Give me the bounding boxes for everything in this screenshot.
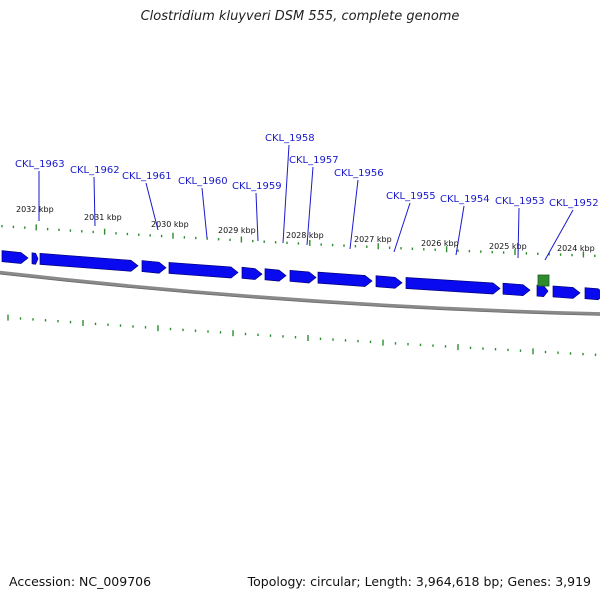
kbp-label: 2027 kbp: [354, 235, 392, 244]
gene-arrow[interactable]: [39, 253, 139, 272]
outer-tick-ring: [1, 224, 596, 258]
gene-arrow[interactable]: [317, 271, 373, 287]
gene-label[interactable]: CKL_1952: [549, 198, 599, 209]
kbp-label-group: 2032 kbp 2031 kbp 2030 kbp 2029 kbp 2028 kbp…: [16, 205, 595, 253]
gene-label[interactable]: CKL_1956: [334, 168, 384, 179]
genome-backbone: [0, 270, 600, 316]
gene-label[interactable]: CKL_1954: [440, 194, 490, 205]
genome-stats-text: Topology: circular; Length: 3,964,618 bp…: [247, 574, 591, 589]
gene-arrow[interactable]: [289, 269, 317, 284]
kbp-label: 2032 kbp: [16, 205, 54, 214]
kbp-label: 2028 kbp: [286, 231, 324, 240]
gene-label[interactable]: CKL_1960: [178, 176, 228, 187]
gene-label[interactable]: CKL_1962: [70, 165, 120, 176]
gene-arrow[interactable]: [264, 268, 287, 282]
genome-title: Clostridium kluyveri DSM 555, complete g…: [140, 9, 460, 24]
gene-arrow[interactable]: [584, 287, 600, 301]
accession-text: Accession: NC_009706: [9, 574, 152, 589]
gene-arrow[interactable]: [405, 277, 501, 295]
gene-leader-line: [517, 207, 520, 259]
kbp-label: 2031 kbp: [84, 213, 122, 222]
gene-leader-line: [201, 187, 208, 239]
gene-label[interactable]: CKL_1959: [232, 181, 282, 192]
kbp-label: 2029 kbp: [218, 226, 256, 235]
kbp-label: 2026 kbp: [421, 239, 459, 248]
gene-arrow[interactable]: [168, 262, 239, 279]
gene-arrow[interactable]: [241, 266, 263, 280]
gene-leader-line: [255, 192, 259, 242]
gene-leader-line: [93, 176, 96, 227]
gene-arrow[interactable]: [1, 250, 29, 264]
kbp-label: 2030 kbp: [151, 220, 189, 229]
gene-leader-line: [393, 202, 411, 253]
gene-label[interactable]: CKL_1955: [386, 191, 436, 202]
gene-label[interactable]: CKL_1953: [495, 196, 545, 207]
gene-label[interactable]: CKL_1958: [265, 133, 315, 144]
gene-leader-line: [306, 166, 314, 246]
gene-arrow[interactable]: [375, 275, 403, 289]
gene-leader-line: [282, 144, 290, 244]
green-feature-marker[interactable]: [537, 274, 550, 287]
kbp-label: 2024 kbp: [557, 244, 595, 253]
gene-arrow[interactable]: [502, 282, 531, 297]
gene-label[interactable]: CKL_1957: [289, 155, 339, 166]
gene-arrow[interactable]: [141, 260, 167, 274]
gene-leader-line: [349, 179, 359, 250]
inner-tick-ring: [7, 314, 597, 356]
gene-track: [1, 250, 600, 301]
gene-arrow[interactable]: [536, 284, 549, 298]
gene-leader-line: [544, 209, 574, 261]
kbp-label: 2025 kbp: [489, 242, 527, 251]
gene-leader-lines: [38, 144, 574, 261]
gene-leader-line: [455, 205, 465, 256]
gene-label[interactable]: CKL_1961: [122, 171, 172, 182]
gene-label[interactable]: CKL_1963: [15, 159, 65, 170]
gene-arrow[interactable]: [31, 252, 39, 265]
gene-arrow[interactable]: [552, 285, 581, 299]
gene-leader-line: [145, 182, 159, 231]
